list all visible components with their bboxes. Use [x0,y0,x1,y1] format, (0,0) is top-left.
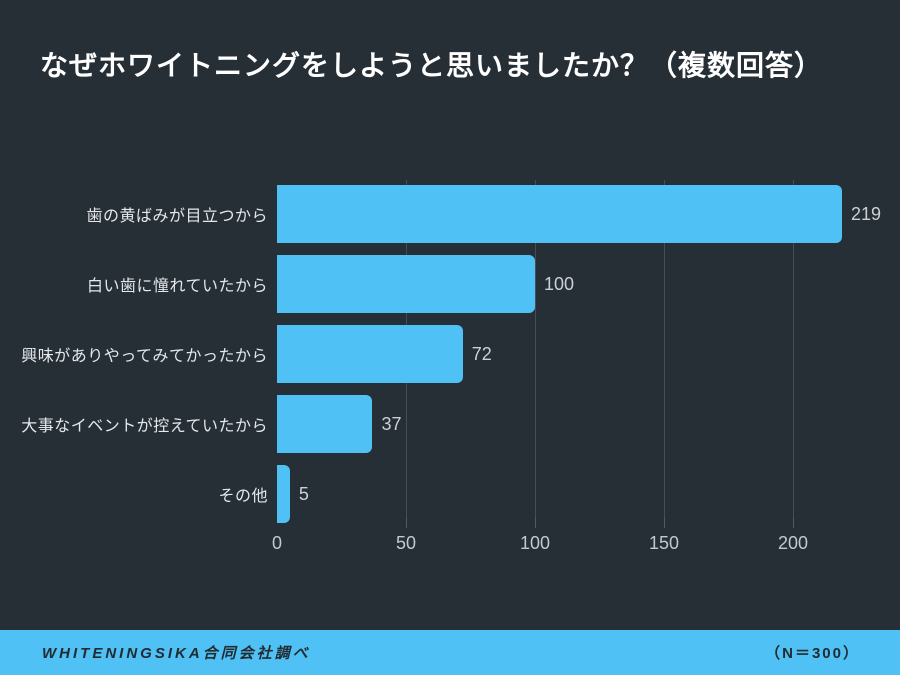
x-axis-tick-label: 200 [777,533,808,553]
category-label: 歯の黄ばみが目立つから [86,208,268,225]
bar-value-label: 72 [471,343,492,364]
x-axis-tick-label: 150 [648,533,680,553]
bar-value-label: 5 [298,483,309,504]
x-axis-tick-label: 0 [271,533,283,553]
axis-tick [534,518,536,528]
bar-value-label: 37 [381,413,402,434]
bar-value-label: 219 [851,203,882,224]
category-label: その他 [218,488,268,505]
footer-band: WHITENINGSIKA合同会社調べ （N＝300） [0,630,900,675]
axis-tick [405,518,407,528]
gridline [792,180,794,528]
bar [277,255,535,313]
category-label: 興味がありやってみてかったから [21,348,268,365]
category-label: 白い歯に憧れていたから [86,278,268,295]
bar-value-label: 100 [543,273,575,294]
footer-source-label: WHITENINGSIKA合同会社調べ [42,645,311,662]
bar [277,395,373,453]
axis-tick [792,518,794,528]
category-label: 大事なイベントが控えていたから [21,418,268,435]
gridline [534,180,536,528]
bar [277,185,842,243]
chart-title: なぜホワイトニングをしようと思いましたか？（複数回答） [40,50,824,81]
footer-sample-size: （N＝300） [765,645,860,662]
x-axis-tick-label: 100 [519,533,551,553]
gridline [663,180,665,528]
x-axis-tick-label: 50 [395,533,416,553]
bar [277,465,290,523]
axis-tick [663,518,665,528]
bar [277,325,463,383]
